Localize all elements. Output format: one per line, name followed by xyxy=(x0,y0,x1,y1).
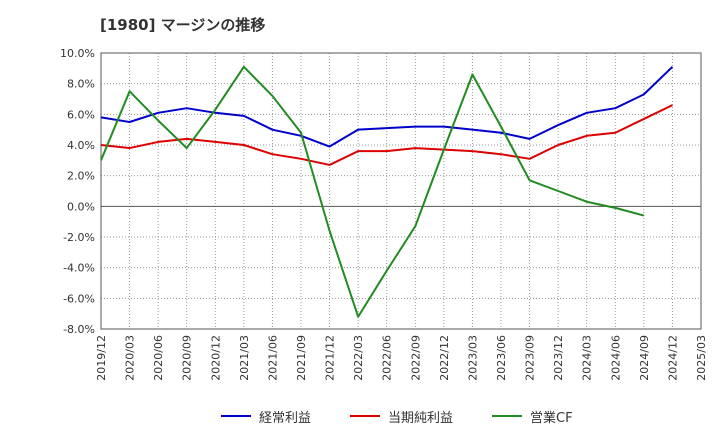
series-line-1 xyxy=(100,104,673,166)
x-tick-label: 2021/03 xyxy=(238,335,251,381)
legend-swatch-series-1 xyxy=(350,415,380,417)
x-tick-label: 2022/06 xyxy=(381,335,394,381)
x-tick-label: 2020/12 xyxy=(209,335,222,381)
x-tick-label: 2022/12 xyxy=(438,335,451,381)
x-tick-label: 2024/03 xyxy=(581,335,594,381)
legend-item-series-0: 経常利益 xyxy=(221,404,311,428)
x-tick-label: 2020/03 xyxy=(124,335,137,381)
legend-swatch-series-0 xyxy=(221,415,251,417)
y-tick-label: -8.0% xyxy=(63,323,95,336)
y-tick-label: 0.0% xyxy=(67,200,95,213)
legend-label-series-2: 営業CF xyxy=(530,410,573,426)
series-line-2 xyxy=(100,65,645,318)
x-tick-label: 2025/03 xyxy=(695,335,708,381)
x-tick-label: 2021/12 xyxy=(324,335,337,381)
x-tick-label: 2020/06 xyxy=(152,335,165,381)
plot-area xyxy=(101,53,701,329)
legend-label-series-0: 経常利益 xyxy=(259,410,312,426)
x-tick-label: 2024/12 xyxy=(666,335,679,381)
x-tick-label: 2021/06 xyxy=(266,335,279,381)
x-tick-label: 2022/03 xyxy=(352,335,365,381)
y-tick-label: 4.0% xyxy=(67,139,95,152)
legend-item-series-1: 当期純利益 xyxy=(350,404,453,428)
y-tick-label: -4.0% xyxy=(63,262,95,275)
x-tick-label: 2020/09 xyxy=(181,335,194,381)
y-tick-label: 10.0% xyxy=(60,47,95,60)
series-line-0 xyxy=(100,66,674,148)
chart-title: [1980] マージンの推移 xyxy=(100,16,266,34)
x-tick-label: 2021/09 xyxy=(295,335,308,381)
y-tick-label: 8.0% xyxy=(67,78,95,91)
x-tick-label: 2019/12 xyxy=(95,335,108,381)
plot-border xyxy=(100,52,702,330)
line-chart: 10.0% 8.0% 6.0% 4.0% 2.0% 0.0% -2.0% -4.0% -6.0%… xyxy=(60,47,708,381)
x-tick-label: 2023/06 xyxy=(495,335,508,381)
x-tick-label: 2023/09 xyxy=(524,335,537,381)
y-tick-label: 2.0% xyxy=(67,170,95,183)
x-tick-label: 2023/03 xyxy=(466,335,479,381)
legend-swatch-series-2 xyxy=(492,415,522,417)
y-tick-label: -6.0% xyxy=(63,292,95,305)
x-tick-label: 2024/06 xyxy=(609,335,622,381)
x-tick-label: 2024/09 xyxy=(638,335,651,381)
legend: 経常利益 当期純利益 営業CF xyxy=(0,404,720,428)
x-tick-label: 2023/12 xyxy=(552,335,565,381)
legend-label-series-1: 当期純利益 xyxy=(388,410,454,426)
y-tick-label: -2.0% xyxy=(63,231,95,244)
y-tick-label: 6.0% xyxy=(67,108,95,121)
x-tick-label: 2022/09 xyxy=(409,335,422,381)
legend-item-series-2: 営業CF xyxy=(492,404,573,428)
